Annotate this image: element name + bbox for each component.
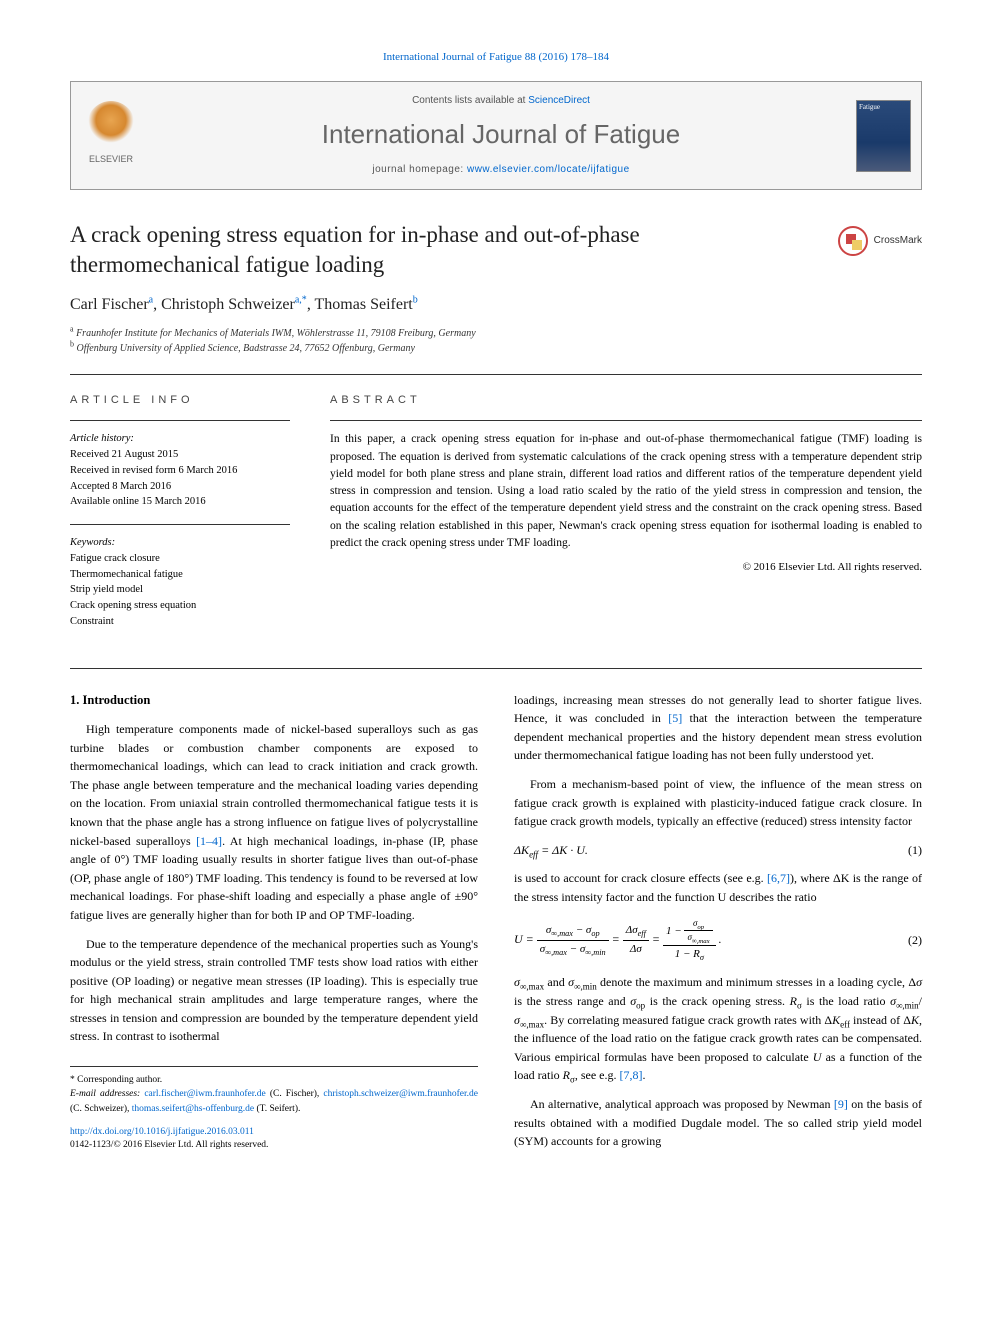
column-left: 1. Introduction High temperature compone… — [70, 691, 478, 1161]
abstract-heading: ABSTRACT — [330, 393, 922, 408]
article-history: Article history: Received 21 August 2015… — [70, 431, 290, 510]
homepage-prefix: journal homepage: — [372, 164, 467, 175]
intro-p6: σ∞,max and σ∞,min denote the maximum and… — [514, 973, 922, 1085]
article-info-column: ARTICLE INFO Article history: Received 2… — [70, 393, 290, 644]
issn-copyright: 0142-1123/© 2016 Elsevier Ltd. All right… — [70, 1140, 268, 1150]
eq2-body: U = σ∞,max − σopσ∞,max − σ∞,min = ΔσeffΔ… — [514, 917, 908, 964]
eq2-number: (2) — [908, 931, 922, 950]
affiliation-b: b Offenburg University of Applied Scienc… — [70, 341, 922, 356]
intro-p4: From a mechanism-based point of view, th… — [514, 775, 922, 831]
journal-cover-thumbnail: Fatigue — [856, 100, 911, 172]
journal-homepage-link[interactable]: www.elsevier.com/locate/ijfatigue — [467, 164, 630, 175]
contents-available-line: Contents lists available at ScienceDirec… — [161, 94, 841, 108]
keywords-label: Keywords: — [70, 535, 290, 551]
author-1-aff[interactable]: a — [149, 294, 153, 305]
email-label: E-mail addresses: — [70, 1089, 140, 1099]
journal-reference: International Journal of Fatigue 88 (201… — [70, 50, 922, 65]
keywords-block: Keywords: Fatigue crack closure Thermome… — [70, 535, 290, 630]
article-info-heading: ARTICLE INFO — [70, 393, 290, 408]
keyword-3: Strip yield model — [70, 582, 290, 598]
history-received: Received 21 August 2015 — [70, 447, 290, 463]
equation-1: ΔKeff = ΔK · U. (1) — [514, 841, 922, 860]
history-online: Available online 15 March 2016 — [70, 494, 290, 510]
column-right: loadings, increasing mean stresses do no… — [514, 691, 922, 1161]
ref-5[interactable]: [5] — [668, 711, 682, 725]
intro-p7: An alternative, analytical approach was … — [514, 1095, 922, 1151]
body-columns: 1. Introduction High temperature compone… — [70, 691, 922, 1161]
crossmark-icon — [838, 226, 868, 256]
elsevier-logo: ELSEVIER — [81, 101, 141, 171]
ref-1-4[interactable]: [1–4] — [196, 834, 222, 848]
author-1: Carl Fischera — [70, 296, 153, 313]
doi-block: http://dx.doi.org/10.1016/j.ijfatigue.20… — [70, 1126, 478, 1153]
affiliation-a: a Fraunhofer Institute for Mechanics of … — [70, 326, 922, 341]
cover-label: Fatigue — [857, 101, 910, 115]
doi-link[interactable]: http://dx.doi.org/10.1016/j.ijfatigue.20… — [70, 1127, 254, 1137]
keyword-2: Thermomechanical fatigue — [70, 567, 290, 583]
corresponding-author-note: * Corresponding author. — [70, 1073, 478, 1087]
divider-abstract — [330, 420, 922, 421]
eq1-number: (1) — [908, 841, 922, 860]
affiliations: a Fraunhofer Institute for Mechanics of … — [70, 326, 922, 356]
email-3[interactable]: thomas.seifert@hs-offenburg.de — [132, 1104, 254, 1114]
author-3: Thomas Seifertb — [315, 296, 418, 313]
abstract-copyright: © 2016 Elsevier Ltd. All rights reserved… — [330, 560, 922, 575]
email-addresses: E-mail addresses: carl.fischer@iwm.fraun… — [70, 1087, 478, 1116]
journal-header-box: ELSEVIER Fatigue Contents lists availabl… — [70, 81, 922, 189]
keyword-4: Crack opening stress equation — [70, 598, 290, 614]
ref-7-8[interactable]: [7,8] — [620, 1068, 643, 1082]
intro-p3: loadings, increasing mean stresses do no… — [514, 691, 922, 765]
crossmark-badge[interactable]: CrossMark — [838, 226, 922, 256]
author-2: Christoph Schweizera,* — [161, 296, 307, 313]
elsevier-tree-icon — [87, 101, 135, 149]
authors-line: Carl Fischera, Christoph Schweizera,*, T… — [70, 294, 922, 316]
email-1[interactable]: carl.fischer@iwm.fraunhofer.de — [144, 1089, 265, 1099]
contents-prefix: Contents lists available at — [412, 95, 528, 106]
article-title: A crack opening stress equation for in-p… — [70, 220, 922, 280]
history-accepted: Accepted 8 March 2016 — [70, 479, 290, 495]
divider-keywords — [70, 524, 290, 525]
email-2[interactable]: christoph.schweizer@iwm.fraunhofer.de — [323, 1089, 478, 1099]
ref-9[interactable]: [9] — [834, 1097, 848, 1111]
intro-p2: Due to the temperature dependence of the… — [70, 935, 478, 1047]
author-2-aff[interactable]: a,* — [295, 294, 307, 305]
keyword-1: Fatigue crack closure — [70, 551, 290, 567]
article-title-text: A crack opening stress equation for in-p… — [70, 222, 640, 277]
eq1-body: ΔKeff = ΔK · U. — [514, 841, 908, 860]
ref-6-7[interactable]: [6,7] — [767, 871, 790, 885]
keyword-5: Constraint — [70, 614, 290, 630]
divider-info — [70, 420, 290, 421]
abstract-text: In this paper, a crack opening stress eq… — [330, 431, 922, 552]
crossmark-label: CrossMark — [874, 234, 922, 247]
author-3-aff[interactable]: b — [413, 294, 418, 305]
divider-body — [70, 668, 922, 669]
footnotes: * Corresponding author. E-mail addresses… — [70, 1066, 478, 1116]
intro-p5: is used to account for crack closure eff… — [514, 869, 922, 906]
article-meta-row: ARTICLE INFO Article history: Received 2… — [70, 393, 922, 644]
history-revised: Received in revised form 6 March 2016 — [70, 463, 290, 479]
equation-2: U = σ∞,max − σopσ∞,max − σ∞,min = ΔσeffΔ… — [514, 917, 922, 964]
elsevier-label: ELSEVIER — [81, 153, 141, 166]
sciencedirect-link[interactable]: ScienceDirect — [528, 95, 590, 106]
journal-homepage-line: journal homepage: www.elsevier.com/locat… — [161, 163, 841, 177]
journal-title: International Journal of Fatigue — [161, 116, 841, 152]
divider-top — [70, 374, 922, 375]
history-label: Article history: — [70, 431, 290, 447]
section-1-heading: 1. Introduction — [70, 691, 478, 710]
intro-p1: High temperature components made of nick… — [70, 720, 478, 925]
abstract-column: ABSTRACT In this paper, a crack opening … — [330, 393, 922, 644]
